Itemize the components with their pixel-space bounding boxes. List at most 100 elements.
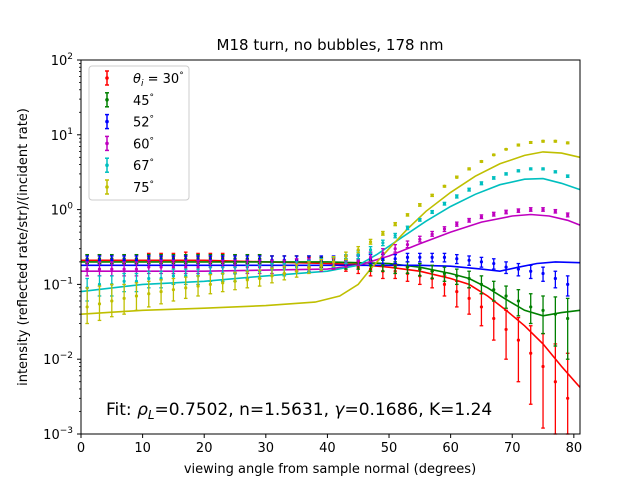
data-point bbox=[134, 279, 139, 283]
data-point bbox=[442, 282, 447, 286]
data-point bbox=[430, 255, 434, 259]
data-point bbox=[455, 222, 459, 226]
legend-marker bbox=[105, 141, 109, 146]
data-point bbox=[405, 213, 410, 217]
data-point bbox=[553, 380, 557, 384]
y-axis-label: intensity (reflected rate/str)/(incident… bbox=[16, 108, 31, 386]
data-point bbox=[307, 266, 311, 270]
data-point bbox=[270, 274, 274, 278]
x-tick-label: 40 bbox=[319, 441, 336, 456]
data-point bbox=[529, 208, 533, 212]
data-point bbox=[418, 267, 422, 271]
data-point bbox=[529, 140, 533, 145]
legend-box bbox=[88, 65, 190, 201]
data-point bbox=[97, 302, 102, 306]
data-point bbox=[393, 222, 397, 226]
data-point bbox=[467, 188, 471, 192]
data-point bbox=[553, 170, 557, 174]
data-point bbox=[245, 278, 249, 282]
data-point bbox=[566, 396, 570, 400]
data-point bbox=[356, 248, 360, 252]
y-tick-label: 10−2 bbox=[43, 351, 73, 368]
data-point bbox=[85, 305, 89, 309]
fit-gamma-symbol: γ bbox=[334, 400, 345, 420]
data-point bbox=[430, 210, 434, 214]
data-point bbox=[97, 282, 102, 286]
data-point bbox=[393, 233, 397, 238]
y-axis: 10−3 10−2 10−1 100 101 102 bbox=[43, 52, 81, 443]
data-point bbox=[455, 257, 459, 261]
data-point bbox=[492, 261, 496, 266]
data-point bbox=[381, 241, 385, 245]
data-point bbox=[442, 255, 447, 259]
data-point bbox=[368, 255, 373, 259]
data-point bbox=[529, 305, 533, 309]
data-point bbox=[492, 153, 496, 157]
plot-frame bbox=[80, 59, 581, 435]
fit-curve-0 bbox=[81, 259, 581, 388]
legend-marker bbox=[105, 119, 109, 124]
y-tick-label: 101 bbox=[51, 127, 73, 144]
data-point bbox=[85, 267, 89, 271]
data-point bbox=[134, 258, 139, 262]
data-point bbox=[134, 294, 139, 298]
data-point bbox=[295, 269, 299, 273]
data-point bbox=[442, 202, 447, 206]
data-point bbox=[110, 267, 114, 271]
legend-label: 60° bbox=[133, 136, 154, 152]
legend-label: 52° bbox=[133, 115, 154, 131]
fit-gamma-value: =0.1686, K=1.24 bbox=[344, 400, 492, 420]
data-point bbox=[467, 276, 471, 281]
data-point bbox=[122, 267, 126, 271]
data-point bbox=[566, 174, 570, 178]
data-point bbox=[479, 215, 484, 219]
legend-marker bbox=[105, 98, 109, 102]
data-point bbox=[97, 258, 102, 262]
data-point bbox=[147, 276, 151, 281]
data-point bbox=[455, 290, 459, 294]
data-point bbox=[393, 257, 397, 261]
chart-title: M18 turn, no bubbles, 178 nm bbox=[217, 36, 444, 54]
data-point bbox=[171, 274, 176, 278]
data-point bbox=[147, 265, 151, 269]
data-point bbox=[319, 263, 323, 267]
data-point bbox=[344, 254, 348, 258]
fit-curve-2 bbox=[81, 261, 581, 273]
data-point bbox=[479, 282, 484, 286]
data-point bbox=[405, 265, 410, 269]
data-point bbox=[516, 143, 520, 147]
data-point bbox=[455, 274, 459, 278]
data-point bbox=[147, 292, 151, 296]
data-point bbox=[221, 281, 225, 285]
legend-marker bbox=[105, 163, 109, 167]
legend-label: 45° bbox=[133, 93, 154, 109]
x-tick-label: 60 bbox=[442, 441, 459, 456]
data-point bbox=[122, 279, 126, 283]
data-point bbox=[541, 271, 545, 276]
legend: θi = 30° 45° 52° 60° 67° 75° bbox=[88, 65, 190, 201]
data-point bbox=[430, 193, 434, 197]
data-point bbox=[159, 265, 163, 269]
data-point bbox=[430, 232, 434, 236]
data-point bbox=[196, 284, 200, 288]
data-point bbox=[553, 139, 557, 143]
data-point bbox=[381, 263, 385, 267]
data-point bbox=[418, 203, 422, 207]
data-point bbox=[405, 226, 410, 230]
data-point bbox=[467, 258, 471, 262]
data-point bbox=[418, 255, 422, 259]
data-point bbox=[110, 299, 114, 303]
data-point bbox=[430, 269, 434, 273]
data-point bbox=[393, 247, 397, 251]
data-point bbox=[282, 271, 286, 276]
x-tick-label: 0 bbox=[77, 441, 85, 456]
data-point bbox=[442, 271, 447, 276]
data-point bbox=[492, 212, 496, 216]
legend-marker bbox=[105, 185, 109, 189]
x-tick-label: 70 bbox=[504, 441, 521, 456]
legend-label: θi = 30° bbox=[133, 71, 184, 89]
x-tick-label: 50 bbox=[381, 441, 398, 456]
fit-rho-value: =0.7502, n=1.5631, bbox=[155, 400, 335, 420]
y-tick-label: 10−1 bbox=[43, 276, 73, 293]
data-point bbox=[479, 260, 484, 264]
